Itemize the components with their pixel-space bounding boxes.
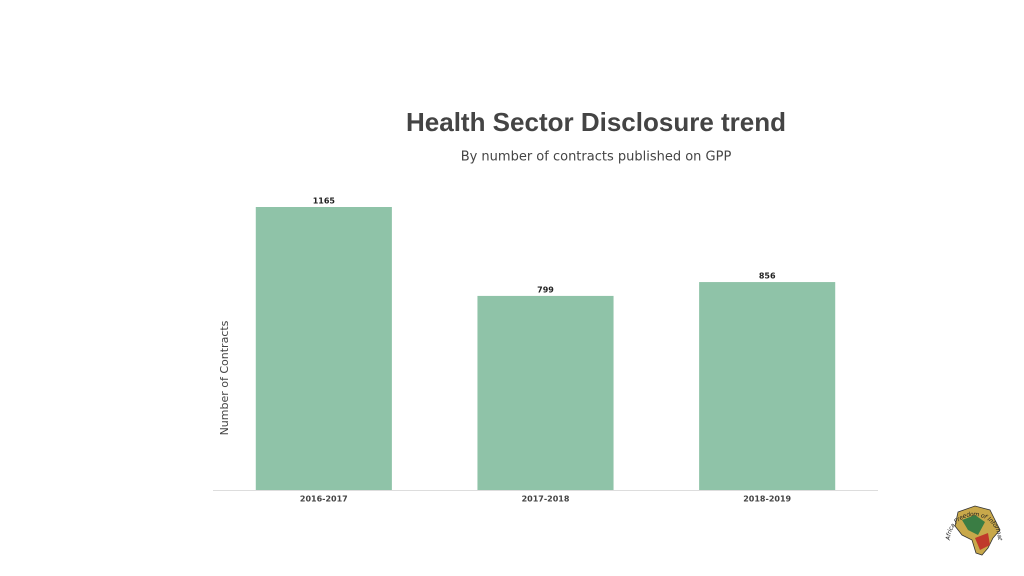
logo-map-flag bbox=[975, 533, 990, 550]
bar bbox=[255, 207, 392, 491]
x-tick-label: 2018-2019 bbox=[743, 495, 791, 504]
chart-title: Health Sector Disclosure trend bbox=[406, 107, 786, 137]
x-tick-label: 2017-2018 bbox=[522, 495, 570, 504]
value-label: 856 bbox=[759, 272, 776, 281]
x-tick-label: 2016-2017 bbox=[300, 495, 348, 504]
y-axis-label: Number of Contracts bbox=[218, 320, 231, 435]
value-label: 799 bbox=[537, 285, 554, 294]
bar bbox=[699, 282, 836, 490]
logo-map-flag bbox=[962, 515, 985, 535]
bar bbox=[477, 295, 614, 490]
value-label: 1165 bbox=[313, 197, 336, 206]
chart-subtitle: By number of contracts published on GPP bbox=[461, 150, 732, 165]
